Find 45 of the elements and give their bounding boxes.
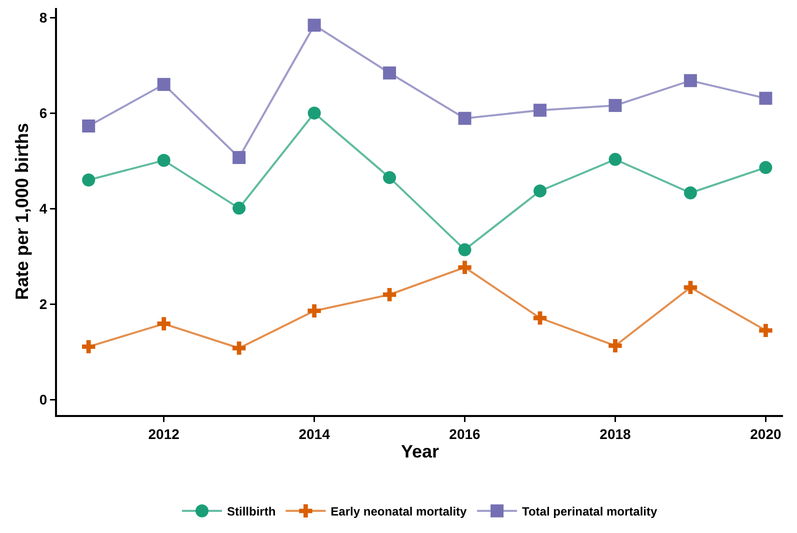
x-tick-label: 2020	[750, 426, 782, 442]
point	[232, 202, 246, 215]
point	[458, 112, 472, 125]
point	[458, 243, 472, 256]
point	[308, 18, 321, 32]
point	[684, 280, 698, 294]
x-tick-label: 2016	[449, 426, 481, 442]
y-tick-label: 4	[39, 200, 48, 217]
point	[157, 154, 170, 167]
legend-label: Stillbirth	[227, 504, 276, 519]
y-tick-label: 6	[39, 104, 48, 121]
point	[308, 106, 321, 120]
y-tick-label: 8	[39, 9, 48, 26]
point	[534, 184, 546, 198]
x-tick-label: 2014	[298, 426, 330, 442]
point	[308, 304, 321, 318]
x-axis-title: Year	[400, 441, 440, 462]
legend-label: Early neonatal mortality	[330, 504, 468, 519]
y-tick-label: 0	[39, 392, 48, 408]
y-axis-title: Rate per 1,000 births	[12, 122, 32, 300]
point	[608, 98, 622, 112]
point	[759, 92, 772, 105]
point	[157, 78, 170, 91]
point	[684, 74, 697, 88]
point	[82, 119, 96, 132]
point	[383, 171, 396, 184]
point	[382, 288, 396, 302]
point	[232, 151, 246, 164]
point	[383, 66, 396, 80]
y-tick-label: 2	[39, 296, 48, 312]
x-tick-label: 2012	[148, 426, 180, 442]
point	[82, 340, 96, 354]
point	[157, 317, 170, 330]
point	[82, 173, 96, 186]
point	[684, 186, 697, 200]
point	[608, 152, 622, 166]
legend-label: Total perinatal mortality	[522, 504, 658, 519]
point	[534, 104, 546, 117]
point	[759, 161, 772, 174]
point	[458, 260, 472, 274]
point	[533, 311, 547, 325]
x-tick-label: 2018	[600, 426, 632, 442]
point	[759, 324, 772, 338]
point	[232, 342, 246, 355]
point	[608, 339, 622, 352]
